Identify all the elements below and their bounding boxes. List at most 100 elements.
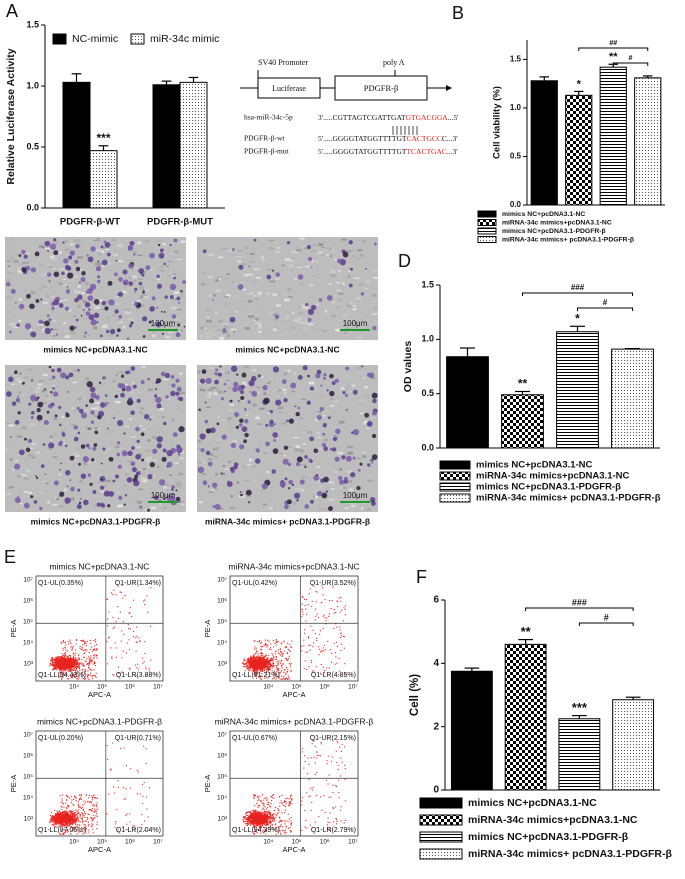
event-dot <box>61 668 62 669</box>
event-dot <box>253 666 254 667</box>
texture-speck <box>37 387 40 389</box>
event-dot <box>64 669 65 670</box>
stained-cell <box>137 399 141 403</box>
event-dot <box>262 669 263 670</box>
event-dot <box>280 654 281 655</box>
texture-speck <box>143 429 146 430</box>
event-dot <box>87 674 88 675</box>
texture-speck <box>63 322 67 324</box>
texture-speck <box>79 397 81 398</box>
texture-speck <box>252 479 258 482</box>
event-dot <box>253 655 254 656</box>
stained-cell <box>38 419 40 421</box>
event-dot <box>87 663 88 664</box>
texture-speck <box>44 391 49 393</box>
texture-speck <box>138 279 143 280</box>
event-dot <box>254 649 255 650</box>
texture-speck <box>138 391 143 393</box>
y-tick-label: 0.0 <box>510 200 522 209</box>
stained-cell <box>372 434 376 438</box>
event-dot <box>255 668 256 669</box>
event-dot <box>63 667 64 668</box>
texture-speck <box>269 247 273 249</box>
stained-cell <box>212 505 215 508</box>
stained-cell <box>45 473 47 475</box>
event-dot <box>70 656 71 657</box>
event-dot <box>122 597 123 598</box>
quadrant-label: Q1-LL(94.43%) <box>38 672 86 679</box>
construct-diagram: SV40 Promoter poly A Luciferase PDGFR-β <box>240 58 452 135</box>
event-dot <box>254 657 255 658</box>
stained-cell <box>131 366 135 370</box>
event-dot <box>150 626 151 627</box>
event-dot <box>70 657 71 658</box>
texture-speck <box>150 268 155 271</box>
stained-cell <box>86 444 90 448</box>
sequence-part: 5'.....GGGGTATGGTTTTGT <box>318 134 407 143</box>
event-dot <box>253 660 254 661</box>
event-dot <box>323 667 324 668</box>
texture-speck <box>284 455 286 456</box>
texture-speck <box>109 430 115 433</box>
stained-cell <box>255 458 260 463</box>
event-dot <box>326 667 327 668</box>
stained-cell <box>51 328 53 330</box>
texture-speck <box>59 294 62 296</box>
event-dot <box>61 825 62 826</box>
stained-cell <box>147 509 150 512</box>
texture-speck <box>211 334 216 335</box>
texture-speck <box>107 317 110 318</box>
texture-speck <box>282 265 285 266</box>
stained-cell <box>322 433 325 436</box>
event-dot <box>263 662 264 663</box>
stained-cell <box>118 315 122 319</box>
texture-speck <box>102 325 108 327</box>
event-dot <box>260 658 261 659</box>
event-dot <box>243 658 244 659</box>
event-dot <box>275 651 276 652</box>
texture-speck <box>223 303 228 306</box>
texture-speck <box>353 305 357 307</box>
event-dot <box>96 648 97 649</box>
texture-speck <box>118 505 123 508</box>
stained-cell <box>295 405 297 407</box>
texture-speck <box>154 242 157 245</box>
texture-speck <box>162 504 166 507</box>
texture-speck <box>366 509 371 510</box>
texture-speck <box>221 419 225 421</box>
sequence-part: 5'.....GGGGTATGGTTTTGT <box>318 147 407 156</box>
texture-speck <box>226 273 229 275</box>
stained-cell <box>372 411 377 416</box>
event-dot <box>248 658 249 659</box>
texture-speck <box>257 304 262 306</box>
event-dot <box>275 641 276 642</box>
event-dot <box>260 662 261 663</box>
texture-speck <box>170 253 174 255</box>
event-dot <box>278 663 279 664</box>
stained-cell <box>135 454 141 460</box>
stained-cell <box>127 451 132 456</box>
stained-cell <box>156 275 159 278</box>
texture-speck <box>84 479 86 481</box>
texture-speck <box>156 240 162 241</box>
texture-speck <box>6 261 11 262</box>
stained-cell <box>106 330 109 333</box>
stained-cell <box>37 402 43 408</box>
event-dot <box>64 653 65 654</box>
texture-speck <box>224 326 228 327</box>
event-dot <box>71 649 72 650</box>
event-dot <box>265 640 266 641</box>
event-dot <box>278 652 279 653</box>
event-dot <box>246 661 247 662</box>
comparison-label: ## <box>609 40 617 47</box>
texture-speck <box>283 372 287 375</box>
texture-speck <box>55 496 57 498</box>
event-dot <box>270 647 271 648</box>
event-dot <box>276 667 277 668</box>
texture-speck <box>300 449 304 452</box>
texture-speck <box>252 369 256 372</box>
stained-cell <box>128 247 130 249</box>
texture-speck <box>139 425 143 426</box>
stained-cell <box>311 266 313 268</box>
texture-speck <box>258 331 262 333</box>
